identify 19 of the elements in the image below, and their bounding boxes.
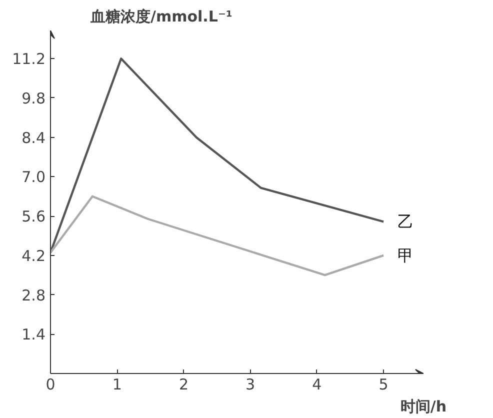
y-tick-label: 4.2: [22, 246, 46, 265]
series-label: 甲: [398, 246, 414, 265]
series-label: 乙: [398, 212, 414, 232]
y-tick-label: 1.4: [22, 326, 46, 344]
y-tick-label: 2.8: [22, 286, 46, 304]
y-tick-label: 11.2: [12, 50, 46, 68]
x-tick-label: 1: [112, 376, 122, 394]
y-axis-title: 血糖浓度/mmol.L⁻¹: [90, 8, 232, 26]
x-tick-label: 3: [246, 376, 256, 394]
y-tick-label: 9.8: [22, 89, 46, 108]
x-axis-title: 时间/h: [400, 398, 447, 416]
x-tick-label: 0: [46, 376, 56, 394]
x-tick-label: 2: [178, 376, 188, 394]
x-tick-label: 4: [312, 376, 322, 394]
y-tick-label: 7.0: [22, 168, 46, 186]
x-tick-label: 5: [378, 376, 388, 394]
y-tick-label: 8.4: [22, 128, 46, 147]
y-tick-label: 5.6: [22, 208, 46, 226]
line-series: [50, 195, 385, 276]
